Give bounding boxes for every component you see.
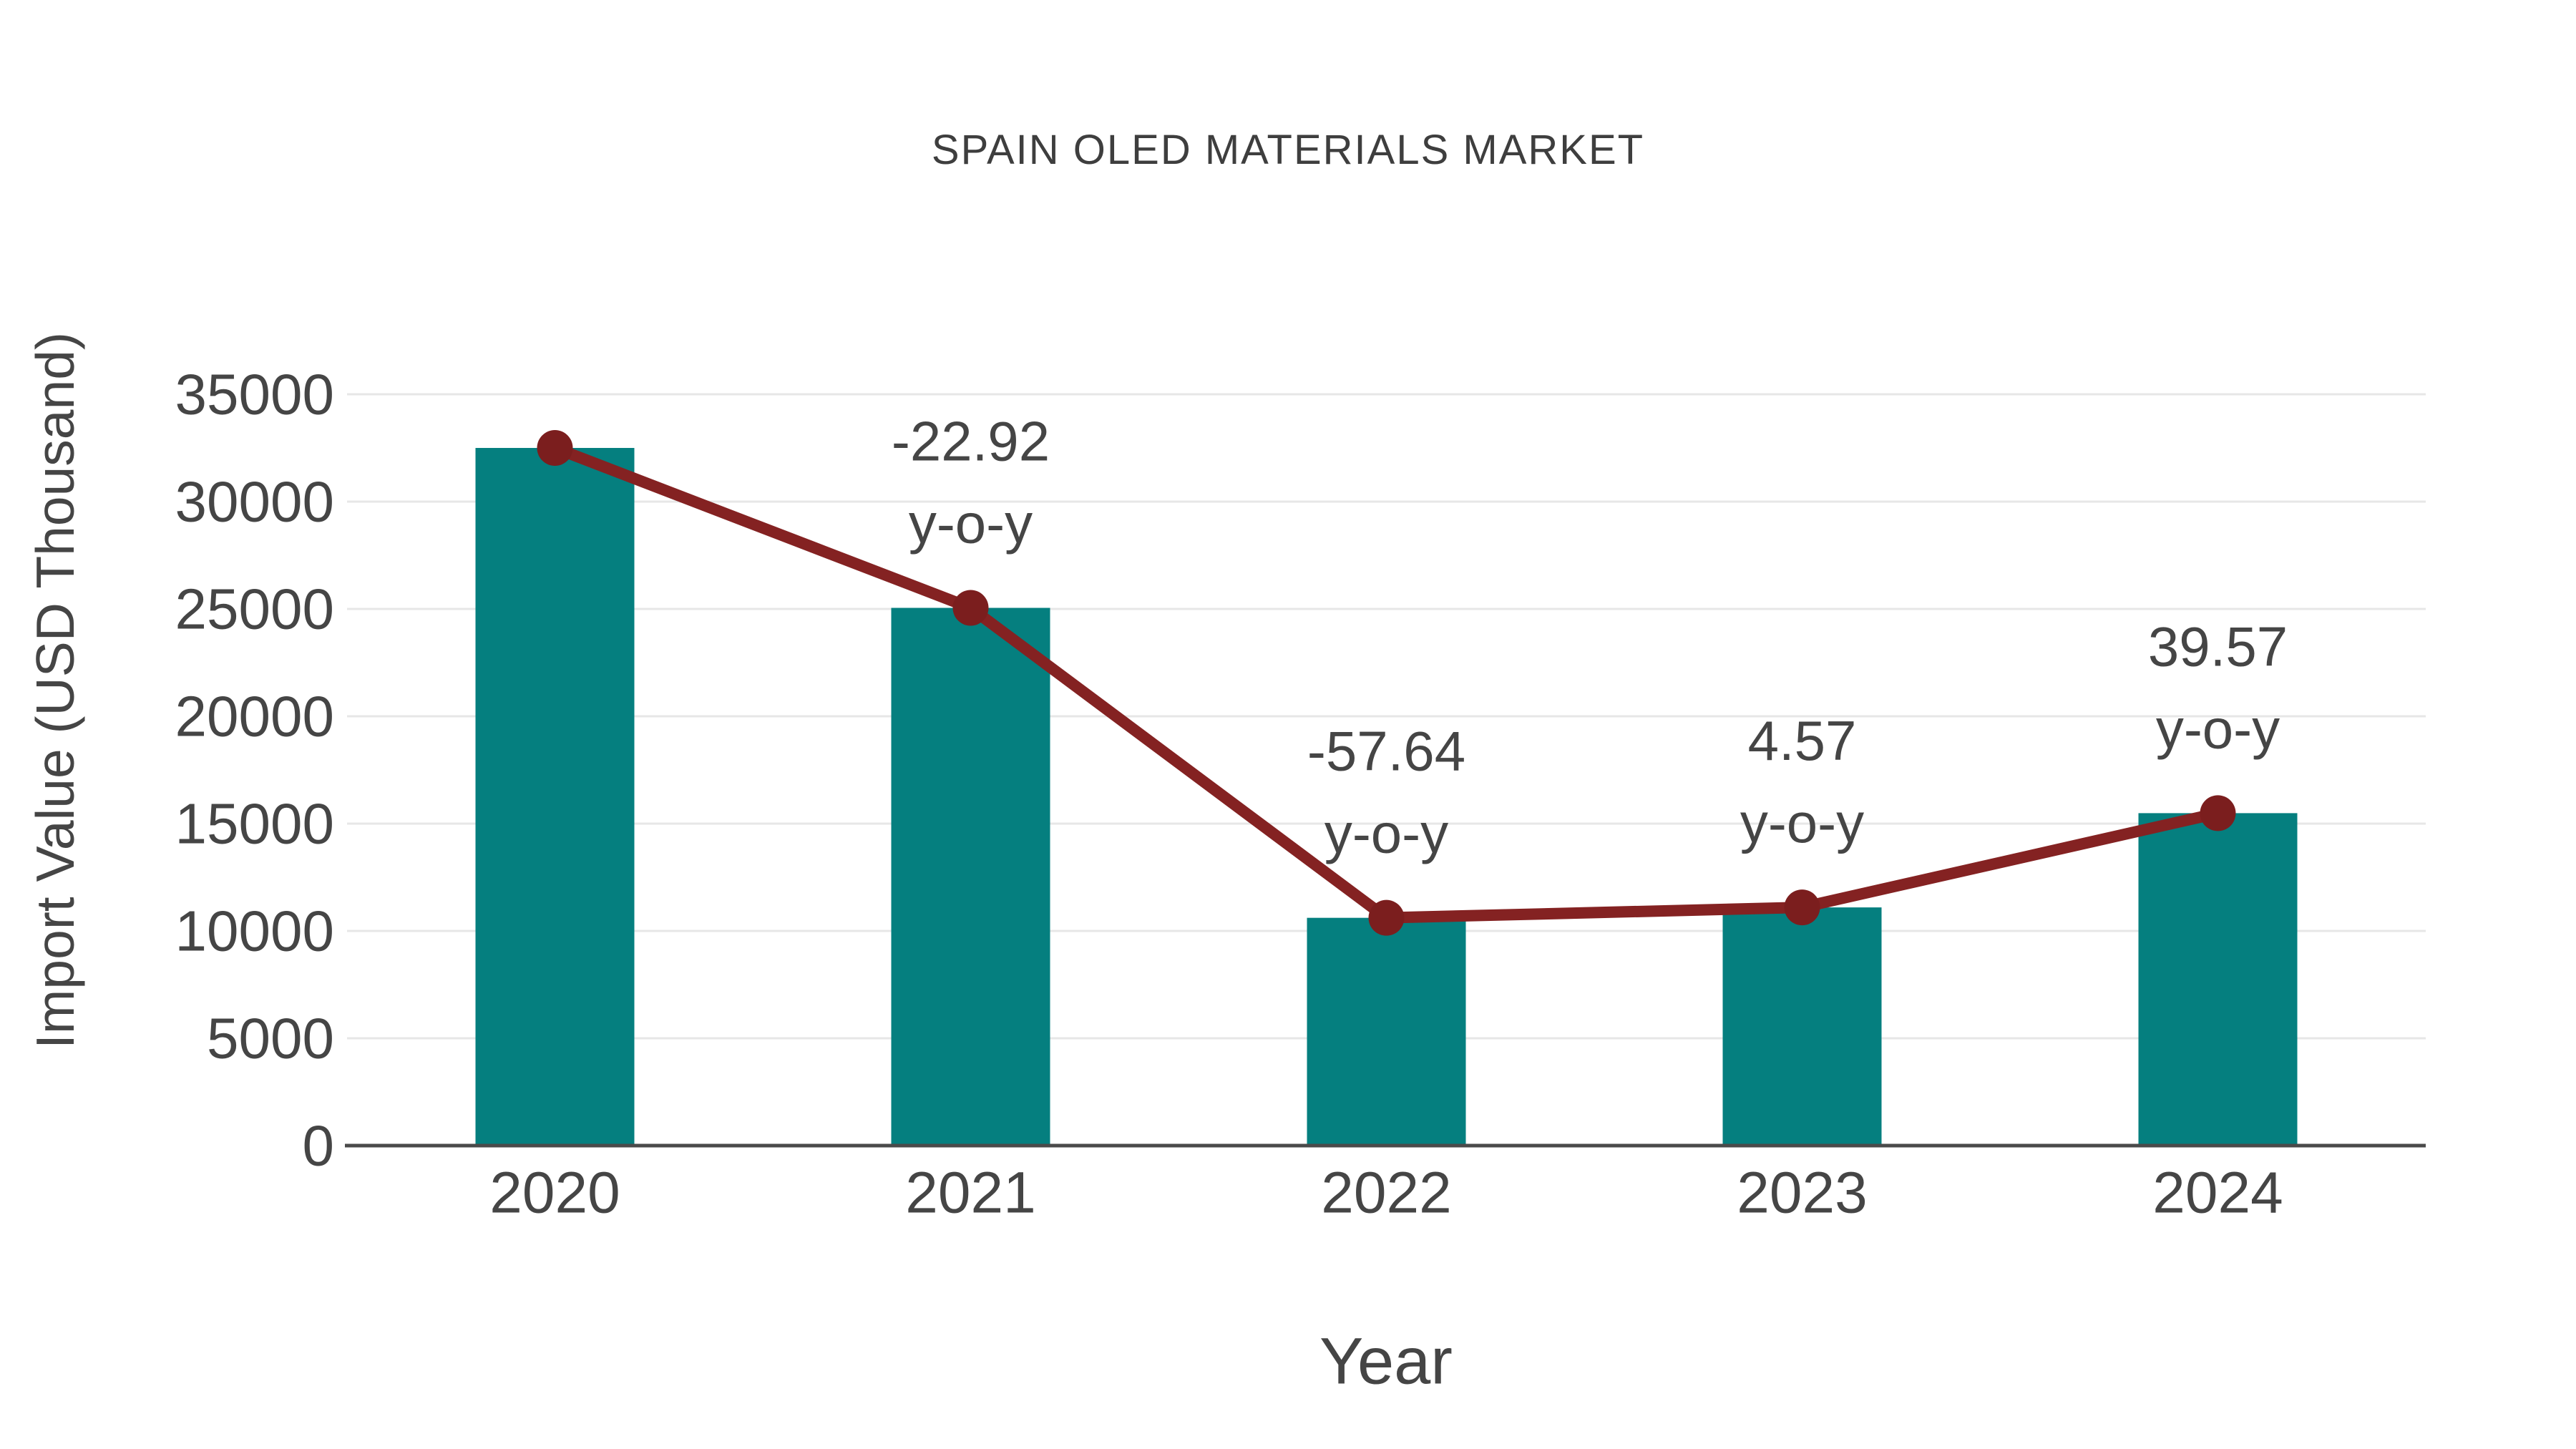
data-point-markers: [537, 430, 2236, 936]
bars-group: [475, 448, 2298, 1146]
yoy-suffix-label: y-o-y: [2156, 697, 2280, 760]
bar-2021: [891, 608, 1050, 1146]
chart-title: SPAIN OLED MATERIALS MARKET: [931, 127, 1645, 173]
data-point-marker-2023: [1784, 889, 1820, 926]
yoy-value-label: -57.64: [1307, 720, 1465, 783]
data-point-marker-2020: [537, 430, 573, 466]
y-tick-label: 15000: [175, 792, 334, 856]
y-tick-label: 5000: [207, 1007, 334, 1070]
yoy-suffix-label: y-o-y: [1740, 791, 1864, 854]
x-axis-title: Year: [1319, 1324, 1453, 1398]
yoy-annotations: -22.92 y-o-y -57.64 y-o-y 4.57 y-o-y 39.57 y-o-…: [892, 410, 2288, 865]
yoy-annotation-2022: -57.64 y-o-y: [1307, 720, 1465, 865]
yoy-value-label: 39.57: [2148, 615, 2288, 678]
data-point-marker-2022: [1368, 899, 1405, 936]
yoy-annotation-2023: 4.57 y-o-y: [1740, 709, 1864, 854]
y-tick-label: 30000: [175, 470, 334, 534]
y-tick-label: 20000: [175, 685, 334, 748]
bar-2022: [1307, 917, 1466, 1146]
bar-2020: [475, 448, 635, 1146]
bar-2024: [2138, 813, 2298, 1146]
y-axis-tick-labels: 0 5000 10000 15000 20000 25000 30000 35000: [175, 363, 334, 1178]
x-axis-tick-labels: 2020 2021 2022 2023 2024: [489, 1161, 2283, 1226]
y-tick-label: 35000: [175, 363, 334, 426]
y-tick-label: 10000: [175, 899, 334, 963]
x-tick-label-2023: 2023: [1737, 1161, 1867, 1226]
yoy-value-label: -22.92: [892, 410, 1050, 473]
x-tick-label-2020: 2020: [489, 1161, 620, 1226]
yoy-suffix-label: y-o-y: [909, 492, 1033, 555]
y-tick-label: 25000: [175, 577, 334, 641]
yoy-value-label: 4.57: [1748, 709, 1857, 772]
bar-2023: [1722, 907, 1882, 1146]
data-point-marker-2021: [952, 590, 989, 626]
yoy-annotation-2024: 39.57 y-o-y: [2148, 615, 2288, 760]
data-point-marker-2024: [2200, 795, 2236, 831]
x-tick-label-2024: 2024: [2152, 1161, 2283, 1226]
yoy-suffix-label: y-o-y: [1324, 802, 1448, 865]
x-tick-label-2022: 2022: [1321, 1161, 1451, 1226]
y-tick-label: 0: [303, 1114, 335, 1178]
x-tick-label-2021: 2021: [905, 1161, 1035, 1226]
yoy-annotation-2021: -22.92 y-o-y: [892, 410, 1050, 555]
